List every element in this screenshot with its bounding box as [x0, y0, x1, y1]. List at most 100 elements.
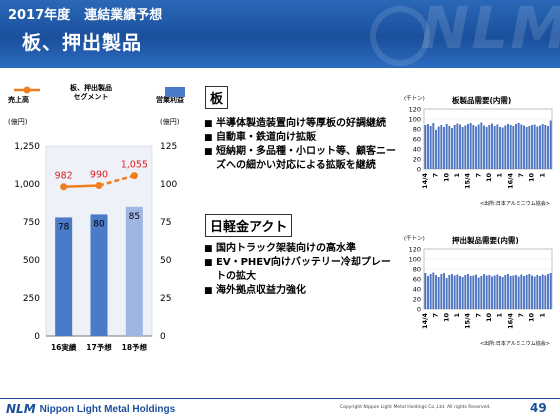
mini-bar: [467, 274, 469, 309]
mini-bar: [435, 130, 437, 169]
mini-bar: [536, 275, 539, 309]
header-banner: NLM 2017年度 連結業績予想 板、押出製品: [0, 0, 560, 68]
mini-y-tick: 60: [413, 276, 421, 284]
section-extrusion-title: 日軽金アクト: [205, 214, 293, 237]
mini-bar: [525, 127, 528, 169]
mini-bar: [435, 275, 437, 309]
sales-value-label: 1,055: [121, 160, 148, 171]
mini-bar: [504, 125, 507, 169]
profit-bar: [125, 206, 143, 336]
mini-y-tick: 20: [413, 156, 421, 164]
left-axis-tick: 250: [23, 294, 40, 304]
mini-bar: [523, 276, 525, 309]
right-axis-tick: 0: [160, 332, 166, 342]
bullet-item: 半導体製造装置向け等厚板の好調継続: [204, 117, 400, 131]
mini-bar: [424, 125, 427, 169]
mini-bar: [429, 274, 432, 309]
mini-bar: [541, 124, 544, 169]
mini-bar: [451, 128, 453, 169]
extrusion-demand-chart: (千トン) 押出製品需要(内需) 120 100 80 60 40 20 0 14/4 7 10 1 15…: [402, 233, 554, 353]
mini-bar: [544, 125, 547, 169]
mini-bar: [461, 277, 464, 309]
category-label: 16実績: [51, 342, 77, 352]
mini-bar: [485, 127, 488, 169]
mini-bar: [499, 127, 501, 169]
mini-bar: [528, 126, 531, 169]
legend-profit-label: 営業利益: [156, 96, 184, 104]
section-extrusion-bullets: 国内トラック架装向けの高水準EV・PHEV向けバッテリー冷却プレートの拡大海外拠…: [204, 242, 400, 298]
mini-bar: [509, 125, 512, 169]
mini-bar: [464, 125, 467, 169]
sales-line-actual: [63, 184, 100, 188]
bullet-item: EV・PHEV向けバッテリー冷却プレートの拡大: [204, 256, 400, 284]
profit-bar-label: 78: [58, 222, 70, 232]
mini-x-label: 16/4: [506, 173, 514, 189]
category-label: 17予想: [86, 342, 112, 352]
mini-x-label: 1: [453, 313, 461, 318]
mini-bar: [459, 276, 461, 309]
mini-x-label: 7: [517, 313, 525, 318]
mini-bar: [448, 275, 451, 309]
mini-bar: [483, 274, 485, 309]
mini-y-tick: 80: [413, 266, 421, 274]
mini-x-label: 14/4: [421, 313, 429, 329]
sales-value-label: 982: [55, 171, 73, 182]
page-title: 板、押出製品: [22, 32, 143, 54]
mini-bar: [488, 275, 491, 309]
mini-y-tick: 80: [413, 126, 421, 134]
left-axis-tick: 750: [23, 218, 40, 228]
mini-bar: [501, 127, 504, 169]
mini-bar: [515, 275, 517, 309]
company-name: Nippon Light Metal Holdings: [39, 403, 176, 415]
mini-bar: [496, 124, 499, 169]
mini-bar: [427, 124, 429, 169]
mini-bar: [533, 124, 536, 169]
mini-x-label: 10: [528, 173, 536, 183]
left-axis-tick: 1,000: [14, 180, 40, 190]
right-axis-unit: (億円): [160, 118, 180, 126]
mini-bar: [493, 275, 496, 309]
mini-x-label: 16/4: [506, 313, 514, 329]
profit-bar-label: 85: [129, 212, 140, 222]
mini-bar: [472, 275, 475, 309]
mini-x-label: 1: [538, 173, 546, 178]
mini-bar: [488, 125, 491, 169]
mini-bar: [483, 125, 485, 169]
mini-bar: [432, 272, 435, 309]
mini-x-label: 10: [485, 313, 493, 323]
mini-bar: [547, 126, 549, 169]
legend-sales-label: 売上高: [8, 96, 29, 104]
profit-bar: [90, 214, 108, 336]
sales-value-label: 990: [90, 170, 108, 181]
mini-bar: [437, 126, 440, 169]
mini-bar: [443, 273, 445, 309]
mini-bar: [445, 278, 448, 309]
mini-x-label: 15/4: [464, 313, 472, 329]
mini-bar: [485, 275, 488, 309]
footer-divider: [0, 398, 560, 399]
mini-bar: [520, 274, 523, 309]
bullet-item: 短納期・多品種・小ロット等、顧客ニーズへの細かい対応による拡販を継続: [204, 145, 400, 173]
mini-bar: [440, 125, 443, 169]
copyright-notice: Copyright Nippon Light Metal Holdings Co…: [340, 405, 491, 410]
mini-bar: [480, 122, 483, 169]
page-number: 49: [530, 401, 547, 415]
left-axis-tick: 1,250: [14, 142, 40, 152]
legend-sales-marker: [23, 86, 31, 94]
mini-bar: [459, 124, 461, 169]
header-subtitle: 2017年度 連結業績予想: [8, 4, 162, 23]
mini-bar: [507, 124, 509, 169]
mini-x-label: 15/4: [464, 173, 472, 189]
mini-y-tick: 60: [413, 136, 421, 144]
mini-x-label: 1: [496, 313, 504, 318]
mini-bar: [456, 274, 459, 309]
mini-x-label: 7: [432, 173, 440, 178]
mini-bar: [509, 276, 512, 309]
mini-bar: [547, 274, 549, 309]
left-axis-tick: 500: [23, 256, 40, 266]
mini-bar: [427, 276, 429, 309]
left-axis-unit: (億円): [8, 118, 28, 126]
category-label: 18予想: [122, 342, 148, 352]
